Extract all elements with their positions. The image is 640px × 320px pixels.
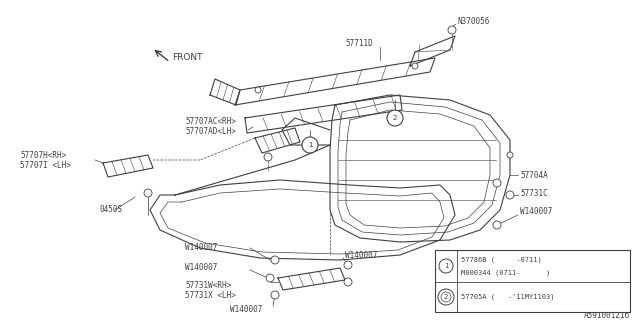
Circle shape — [271, 291, 279, 299]
Text: W140007: W140007 — [185, 263, 218, 273]
Circle shape — [302, 137, 318, 153]
Text: 2: 2 — [444, 294, 448, 300]
Text: 57711D: 57711D — [345, 39, 372, 49]
Circle shape — [144, 189, 152, 197]
Text: W140007: W140007 — [230, 306, 262, 315]
Text: M000344 (0711-      ): M000344 (0711- ) — [461, 270, 550, 276]
Circle shape — [344, 278, 352, 286]
Circle shape — [387, 110, 403, 126]
Text: 57707I <LH>: 57707I <LH> — [20, 161, 71, 170]
Circle shape — [448, 26, 456, 34]
Circle shape — [439, 259, 453, 273]
Circle shape — [412, 63, 418, 69]
Text: 0450S: 0450S — [100, 205, 123, 214]
Text: 2: 2 — [393, 115, 397, 121]
Bar — [435, 250, 630, 312]
Circle shape — [266, 274, 274, 282]
Text: 57731W<RH>: 57731W<RH> — [185, 281, 231, 290]
Circle shape — [507, 152, 513, 158]
Text: W140007: W140007 — [185, 244, 218, 252]
Text: W140007: W140007 — [345, 251, 378, 260]
Text: 57707AD<LH>: 57707AD<LH> — [185, 127, 236, 137]
Circle shape — [506, 191, 514, 199]
Text: W140007: W140007 — [520, 207, 552, 217]
Text: 57786B (     -0711): 57786B ( -0711) — [461, 257, 541, 263]
Circle shape — [493, 221, 501, 229]
Text: 57731C: 57731C — [520, 188, 548, 197]
Text: 57707AC<RH>: 57707AC<RH> — [185, 117, 236, 126]
Text: 57731X <LH>: 57731X <LH> — [185, 291, 236, 300]
Text: 57704A: 57704A — [520, 171, 548, 180]
Circle shape — [271, 256, 279, 264]
Text: 1: 1 — [308, 142, 312, 148]
Circle shape — [264, 153, 272, 161]
Text: N370056: N370056 — [458, 18, 490, 27]
Text: A591001216: A591001216 — [584, 310, 630, 319]
Text: FRONT: FRONT — [172, 52, 202, 61]
Circle shape — [344, 261, 352, 269]
Text: 57705A (   -'11MY1103): 57705A ( -'11MY1103) — [461, 294, 554, 300]
Circle shape — [493, 179, 501, 187]
Circle shape — [255, 87, 261, 93]
Circle shape — [438, 289, 454, 305]
Text: 1: 1 — [444, 263, 448, 269]
Text: 57707H<RH>: 57707H<RH> — [20, 150, 67, 159]
